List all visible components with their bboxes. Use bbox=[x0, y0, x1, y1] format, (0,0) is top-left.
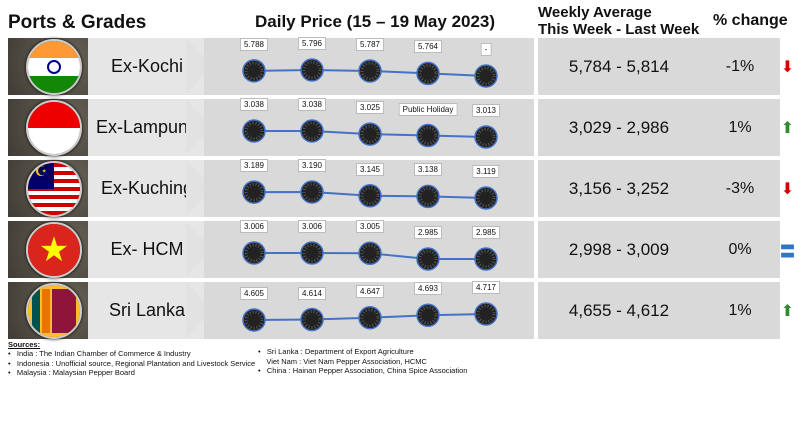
trend-up-icon: ⬆ bbox=[780, 119, 795, 137]
price-label: 3.025 bbox=[355, 101, 385, 115]
pepper-texture bbox=[244, 243, 264, 263]
price-label: 2.985 bbox=[413, 226, 443, 239]
pepper-texture bbox=[418, 63, 438, 83]
price-label: 3.038 bbox=[297, 98, 327, 111]
flag-india-icon bbox=[26, 39, 82, 95]
percent-change: 0% bbox=[700, 221, 780, 278]
weekly-average: 3,029 - 2,986 bbox=[538, 99, 700, 156]
source-item: • India : The Indian Chamber of Commerce… bbox=[8, 349, 191, 358]
header-ports: Ports & Grades bbox=[8, 12, 147, 33]
flag-malaysia-icon: ☪ bbox=[26, 161, 82, 217]
header-weekly-range: This Week - Last Week bbox=[538, 21, 700, 38]
price-label: 2.985 bbox=[471, 226, 501, 239]
sources-left: • India : The Indian Chamber of Commerce… bbox=[8, 349, 255, 378]
price-label: 3.005 bbox=[355, 220, 385, 234]
pepper-texture bbox=[476, 127, 496, 147]
price-label: 3.038 bbox=[239, 98, 269, 111]
weekly-average: 5,784 - 5,814 bbox=[538, 38, 700, 95]
pepper-texture bbox=[418, 249, 438, 269]
price-label: 5.796 bbox=[297, 37, 327, 50]
pepper-texture bbox=[476, 249, 496, 269]
header-percent-change: % change bbox=[713, 12, 788, 29]
sources-title: Sources: bbox=[8, 340, 41, 349]
source-item: • Sri Lanka : Department of Export Agric… bbox=[258, 347, 414, 356]
price-line-chart bbox=[242, 241, 498, 271]
price-line-chart bbox=[242, 58, 498, 88]
price-label: 4.605 bbox=[239, 287, 269, 300]
weekly-average: 4,655 - 4,612 bbox=[538, 282, 700, 339]
trend-down-icon: ⬇ bbox=[780, 180, 795, 198]
price-label: 4.693 bbox=[413, 282, 443, 296]
pepper-texture bbox=[302, 121, 322, 141]
weekly-average: 3,156 - 3,252 bbox=[538, 160, 700, 217]
pepper-texture bbox=[360, 186, 380, 206]
pepper-texture bbox=[360, 61, 380, 81]
port-row: Ex- HCM ★ 3.006 3.006 3.005 2.985 2.985 2,99… bbox=[8, 220, 796, 278]
flag-vietnam-icon: ★ bbox=[26, 222, 82, 278]
price-label: 3.006 bbox=[239, 220, 269, 233]
daily-price-panel: 3.189 3.190 3.145 3.138 3.119 bbox=[204, 159, 534, 217]
port-row: Ex-Lampung 3.038 3.038 3.025 Public Holiday… bbox=[8, 98, 795, 156]
price-label: 3.006 bbox=[297, 220, 327, 233]
percent-change: -1% bbox=[700, 38, 780, 95]
price-label: 3.189 bbox=[239, 159, 269, 173]
percent-change: -3% bbox=[700, 160, 780, 217]
price-label: 5.764 bbox=[413, 40, 443, 54]
flag-srilanka-icon bbox=[26, 283, 82, 339]
price-label: Public Holiday bbox=[398, 102, 458, 116]
port-row: Ex-Kuching ☪ 3.189 3.190 3.145 3.138 3.119 3… bbox=[8, 159, 795, 217]
price-label: 3.138 bbox=[413, 163, 443, 177]
pepper-texture bbox=[476, 66, 496, 86]
price-label: 3.013 bbox=[471, 104, 501, 117]
price-label: 3.145 bbox=[355, 162, 385, 176]
pepper-texture bbox=[302, 182, 322, 202]
price-label: 4.614 bbox=[297, 286, 327, 300]
pepper-texture bbox=[476, 188, 496, 208]
source-item: Viet Nam : Viet Nam Pepper Association, … bbox=[266, 356, 427, 366]
price-label: 5.787 bbox=[355, 37, 385, 51]
trend-up-icon: ⬆ bbox=[780, 302, 795, 320]
port-row: Sri Lanka 4.605 4.614 4.647 4.693 4.717 4,65… bbox=[8, 281, 795, 339]
pepper-texture bbox=[244, 61, 264, 81]
source-item: • Indonesia : Unofficial source, Regiona… bbox=[8, 358, 256, 368]
pepper-texture bbox=[244, 121, 264, 141]
pepper-texture bbox=[476, 304, 496, 324]
weekly-average: 2,998 - 3,009 bbox=[538, 221, 700, 278]
daily-price-panel: 3.006 3.006 3.005 2.985 2.985 bbox=[204, 220, 534, 278]
price-line-chart bbox=[242, 180, 498, 210]
flag-indonesia-icon bbox=[26, 100, 82, 156]
daily-price-panel: 5.788 5.796 5.787 5.764 - bbox=[204, 37, 534, 95]
port-row: Ex-Kochi 5.788 5.796 5.787 5.764- 5,784 - 5… bbox=[8, 37, 795, 95]
price-label: 4.717 bbox=[471, 281, 501, 294]
price-label: - bbox=[480, 43, 492, 56]
price-line-chart bbox=[242, 302, 498, 332]
pepper-texture bbox=[302, 60, 322, 80]
price-label: 4.647 bbox=[355, 284, 385, 298]
price-line-chart bbox=[242, 119, 498, 149]
header-weekly-average: Weekly Average bbox=[538, 4, 652, 21]
trend-flat-icon: 〓 bbox=[779, 243, 796, 261]
source-item: • Malaysia : Malaysian Pepper Board bbox=[8, 368, 135, 377]
pepper-texture bbox=[360, 308, 380, 328]
percent-change: 1% bbox=[700, 282, 780, 339]
source-item: • China : Hainan Pepper Association, Chi… bbox=[258, 366, 468, 375]
pepper-texture bbox=[302, 243, 322, 263]
header-daily-price: Daily Price (15 – 19 May 2023) bbox=[255, 12, 496, 31]
trend-down-icon: ⬇ bbox=[780, 58, 795, 76]
daily-price-panel: 4.605 4.614 4.647 4.693 4.717 bbox=[204, 281, 534, 339]
price-label: 3.119 bbox=[472, 165, 500, 178]
price-label: 3.190 bbox=[297, 159, 327, 172]
price-label: 5.788 bbox=[239, 37, 269, 51]
daily-price-panel: 3.038 3.038 3.025 Public Holiday 3.013 bbox=[204, 98, 534, 156]
percent-change: 1% bbox=[700, 99, 780, 156]
pepper-texture bbox=[244, 310, 264, 330]
sources-right: • Sri Lanka : Department of Export Agric… bbox=[258, 347, 467, 376]
